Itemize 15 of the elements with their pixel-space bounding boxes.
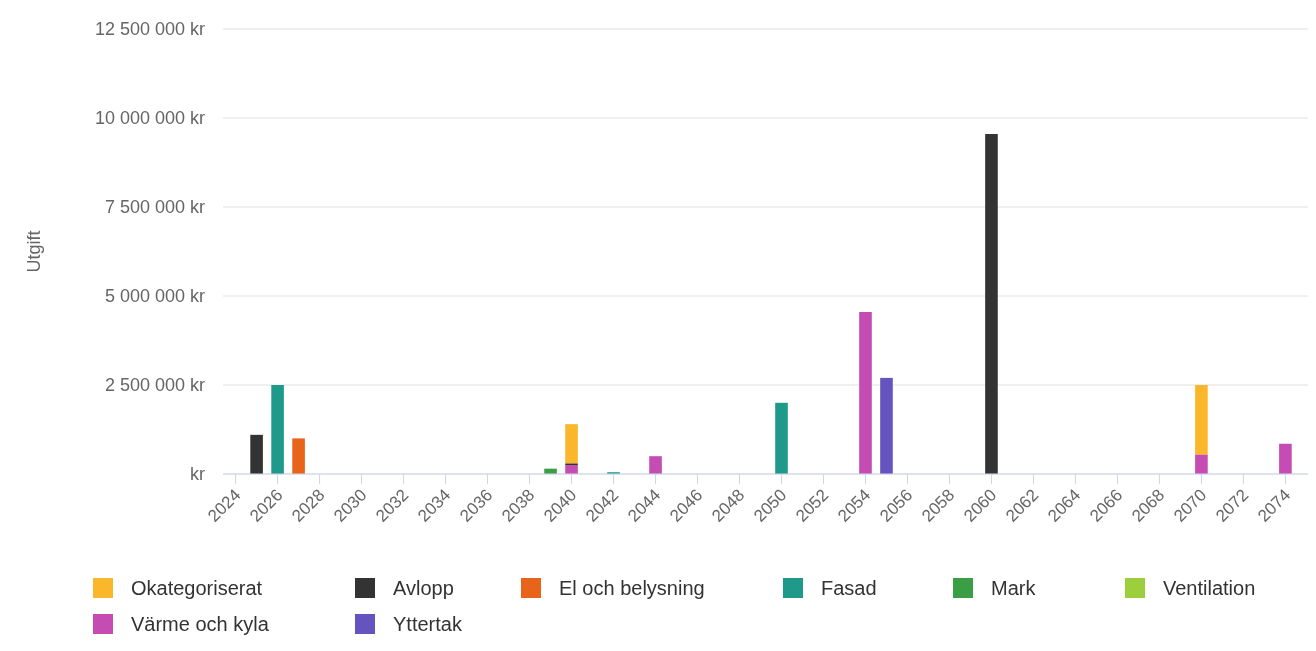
y-tick-label: kr — [190, 464, 205, 485]
legend-label: Okategoriserat — [131, 577, 263, 599]
y-tick-label: 12 500 000 kr — [94, 19, 205, 40]
y-tick-label: 7 500 000 kr — [104, 197, 205, 218]
y-axis-title: Utgift — [24, 230, 44, 273]
y-tick-label: 2 500 000 kr — [104, 375, 205, 396]
y-tick-label: 10 000 000 kr — [94, 108, 205, 129]
legend-label: Värme och kyla — [131, 613, 270, 635]
legend-label: El och belysning — [559, 577, 705, 599]
legend-label: Mark — [991, 577, 1037, 599]
legend-label: Fasad — [821, 577, 877, 599]
legend-label: Avlopp — [393, 577, 454, 599]
legend-label: Ventilation — [1163, 577, 1256, 599]
legend-label: Yttertak — [393, 613, 463, 635]
y-tick-label: 5 000 000 kr — [104, 286, 205, 307]
